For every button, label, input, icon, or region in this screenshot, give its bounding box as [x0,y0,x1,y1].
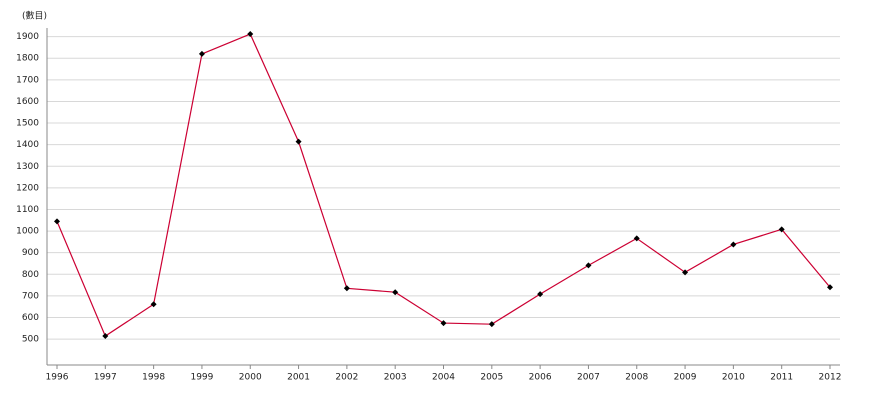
point-marker [633,235,640,242]
y-tick-label: 1000 [16,227,39,237]
y-tick-label: 800 [22,270,39,280]
x-tick-label: 1998 [142,373,165,383]
point-marker [102,333,109,340]
point-marker [54,218,60,225]
y-tick-label: 500 [22,335,39,345]
x-tick-label: 2007 [577,373,600,383]
x-tick-label: 2002 [335,373,358,383]
x-tick-label: 2003 [384,373,407,383]
x-tick-label: 2012 [819,373,842,383]
x-tick-label: 2005 [480,373,503,383]
x-tick-label: 2006 [529,373,552,383]
point-marker [537,291,544,298]
x-tick-label: 1999 [190,373,213,383]
x-tick-label: 2004 [432,373,455,383]
y-tick-label: 1500 [16,119,39,129]
point-marker [585,262,592,269]
y-axis-label: (數目) [22,10,47,22]
x-tick-label: 1997 [94,373,117,383]
point-marker [488,321,495,328]
point-marker [295,138,302,145]
y-tick-label: 1400 [16,140,39,150]
x-tick-label: 2000 [239,373,262,383]
point-marker [778,226,785,233]
y-tick-label: 1600 [16,97,39,107]
point-marker [392,289,399,296]
y-tick-label: 1100 [16,205,39,215]
point-marker [827,284,833,291]
y-tick-label: 900 [22,248,39,258]
y-tick-label: 1700 [16,75,39,85]
x-tick-label: 2009 [674,373,697,383]
x-tick-label: 2010 [722,373,745,383]
x-tick-label: 2011 [770,373,793,383]
point-marker [730,241,737,248]
x-tick-label: 2001 [287,373,310,383]
y-tick-label: 1200 [16,183,39,193]
point-marker [343,285,350,292]
y-tick-label: 1900 [16,32,39,42]
y-tick-label: 1300 [16,162,39,172]
point-marker [682,269,689,276]
y-tick-label: 600 [22,313,39,323]
point-marker [198,50,205,57]
x-tick-label: 2008 [625,373,648,383]
point-marker [440,320,447,327]
x-tick-label: 1996 [46,373,69,383]
y-tick-label: 1800 [16,54,39,64]
point-marker [247,31,254,38]
point-marker [150,301,157,308]
y-tick-label: 700 [22,291,39,301]
